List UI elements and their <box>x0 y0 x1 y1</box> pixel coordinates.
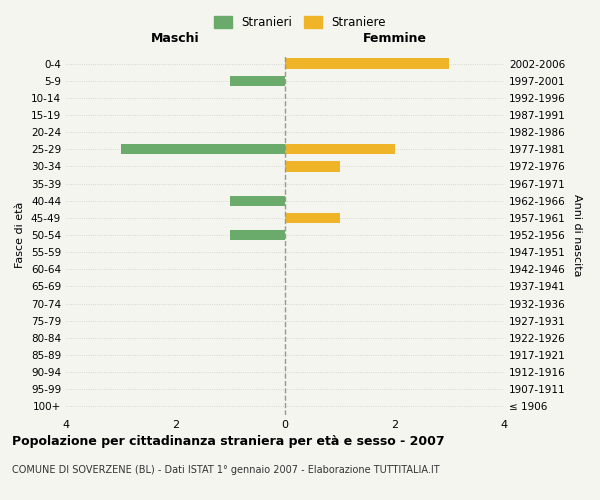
Text: COMUNE DI SOVERZENE (BL) - Dati ISTAT 1° gennaio 2007 - Elaborazione TUTTITALIA.: COMUNE DI SOVERZENE (BL) - Dati ISTAT 1°… <box>12 465 440 475</box>
Bar <box>230 230 285 240</box>
Bar <box>285 144 395 154</box>
Y-axis label: Fasce di età: Fasce di età <box>16 202 25 268</box>
Legend: Stranieri, Straniere: Stranieri, Straniere <box>209 11 391 34</box>
Bar <box>230 196 285 206</box>
Bar <box>121 144 285 154</box>
Text: Maschi: Maschi <box>151 32 200 45</box>
Bar <box>230 76 285 86</box>
Bar <box>285 212 340 223</box>
Y-axis label: Anni di nascita: Anni di nascita <box>572 194 582 276</box>
Bar <box>285 162 340 172</box>
Text: Popolazione per cittadinanza straniera per età e sesso - 2007: Popolazione per cittadinanza straniera p… <box>12 435 445 448</box>
Text: Femmine: Femmine <box>362 32 427 45</box>
Bar <box>285 58 449 68</box>
